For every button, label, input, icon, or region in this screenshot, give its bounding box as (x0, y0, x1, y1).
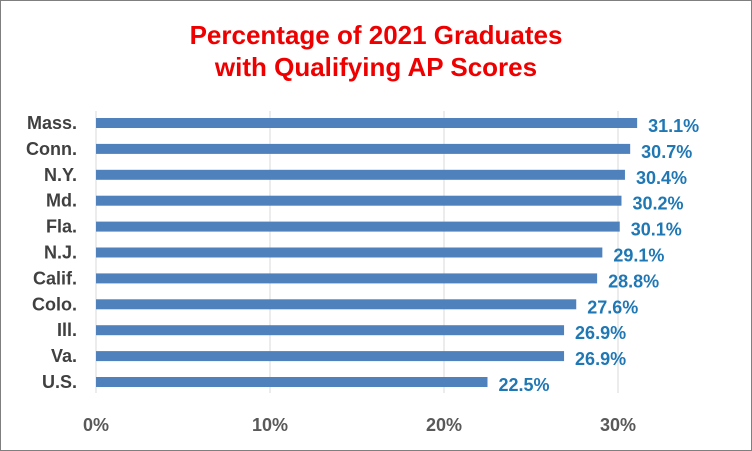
data-label: 30.7% (641, 142, 692, 162)
x-tick-label: 30% (600, 415, 636, 435)
x-tick-label: 0% (83, 415, 109, 435)
chart-title: Percentage of 2021 Graduates with Qualif… (1, 19, 751, 83)
bar (96, 377, 488, 387)
data-label: 22.5% (499, 375, 550, 395)
category-label: Mass. (27, 113, 77, 133)
category-labels: Mass. Conn. N.Y. Md. Fla. N.J. Calif. Colo. Ill.… (26, 113, 77, 392)
x-tick-label: 20% (426, 415, 462, 435)
bar (96, 118, 638, 128)
value-labels: 31.1% 30.7% 30.4% 30.2% 30.1% 29.1% 28.8% 27.6%… (499, 116, 700, 395)
chart-title-line-2: with Qualifying AP Scores (214, 52, 538, 82)
data-label: 26.9% (575, 323, 626, 343)
bars (96, 118, 638, 387)
bar (96, 221, 620, 232)
chart-title-line-1: Percentage of 2021 Graduates (189, 20, 563, 50)
bar (96, 299, 577, 310)
bar (96, 273, 598, 284)
x-tick-label: 10% (252, 415, 288, 435)
category-label: Conn. (26, 139, 77, 159)
data-label: 30.1% (631, 220, 682, 240)
category-label: Ill. (57, 320, 77, 340)
bar (96, 195, 622, 206)
data-label: 26.9% (575, 349, 626, 369)
data-label: 30.4% (636, 168, 687, 188)
data-label: 31.1% (648, 116, 699, 136)
bar (96, 351, 565, 362)
data-label: 27.6% (587, 297, 638, 317)
category-label: Fla. (46, 217, 77, 237)
bar (96, 169, 625, 180)
data-label: 29.1% (613, 246, 664, 266)
bar (96, 247, 603, 258)
category-label: N.J. (44, 243, 77, 263)
data-label: 28.8% (608, 271, 659, 291)
category-label: Calif. (33, 268, 77, 288)
bar (96, 143, 631, 154)
category-label: N.Y. (44, 165, 77, 185)
category-label: U.S. (42, 372, 77, 392)
data-label: 30.2% (632, 194, 683, 214)
category-label: Md. (46, 191, 77, 211)
bar (96, 325, 565, 336)
category-label: Va. (51, 346, 77, 366)
x-tick-labels: 0% 10% 20% 30% (83, 415, 636, 435)
category-label: Colo. (32, 294, 77, 314)
